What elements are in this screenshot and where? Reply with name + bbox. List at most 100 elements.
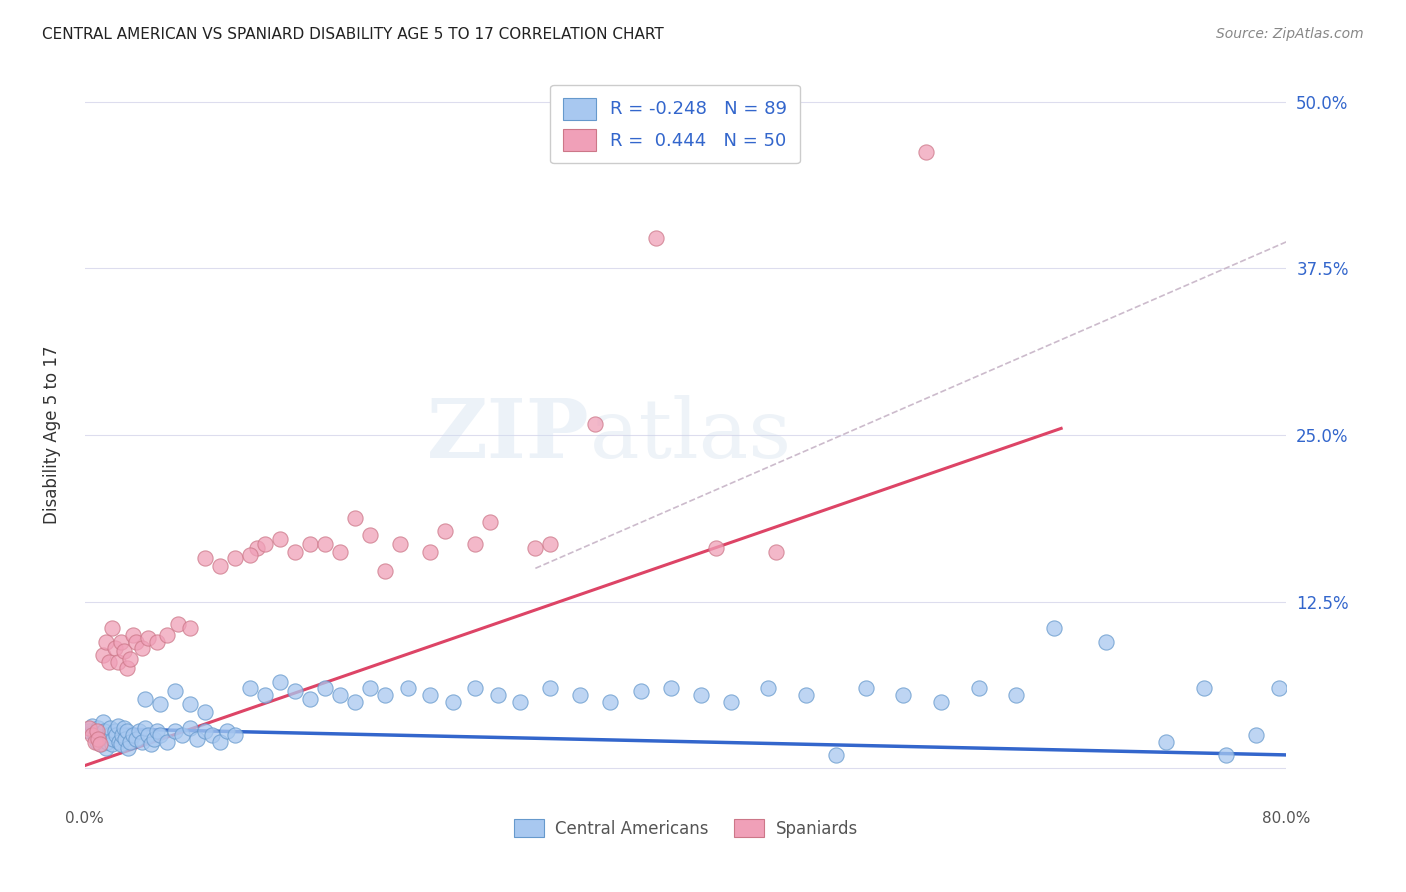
Point [374,564,396,578]
Point [538,681,561,696]
Point [794,688,817,702]
Point [82,718,104,732]
Point [156,628,179,642]
Point [419,688,441,702]
Point [121,728,143,742]
Point [344,695,367,709]
Point [110,634,132,648]
Point [299,692,322,706]
Point [314,537,336,551]
Point [100,737,122,751]
Y-axis label: Disability Age 5 to 17: Disability Age 5 to 17 [44,346,60,524]
Point [98,721,121,735]
Point [359,528,381,542]
Point [538,537,561,551]
Text: CENTRAL AMERICAN VS SPANIARD DISABILITY AGE 5 TO 17 CORRELATION CHART: CENTRAL AMERICAN VS SPANIARD DISABILITY … [42,27,664,42]
Point [115,723,138,738]
Point [94,634,117,648]
Point [118,734,141,748]
Point [194,550,217,565]
Point [107,655,129,669]
Point [217,723,239,738]
Point [167,617,190,632]
Point [441,695,464,709]
Point [524,541,547,556]
Point [299,537,322,551]
Point [486,688,509,702]
Point [569,688,592,702]
Point [136,728,159,742]
Point [284,684,307,698]
Point [118,652,141,666]
Point [156,734,179,748]
Point [659,681,682,696]
Point [1246,728,1268,742]
Point [208,558,231,573]
Point [239,548,262,562]
Point [112,721,135,735]
Point [89,731,111,746]
Point [77,721,100,735]
Point [121,628,143,642]
Point [464,681,486,696]
Point [87,731,110,746]
Point [599,695,621,709]
Point [110,737,132,751]
Point [134,721,156,735]
Point [179,721,201,735]
Point [1192,681,1215,696]
Point [86,734,108,748]
Point [86,723,108,738]
Point [269,674,291,689]
Point [172,728,194,742]
Point [96,734,118,748]
Point [117,741,139,756]
Point [344,510,367,524]
Point [103,731,125,746]
Point [194,706,217,720]
Point [224,550,246,565]
Point [149,698,172,712]
Point [163,723,186,738]
Point [396,681,419,696]
Point [644,231,666,245]
Point [893,688,915,702]
Point [105,728,128,742]
Point [967,681,990,696]
Point [104,641,127,656]
Point [208,734,231,748]
Point [194,723,217,738]
Point [720,695,742,709]
Point [84,728,107,742]
Point [359,681,381,696]
Point [111,728,134,742]
Point [146,723,169,738]
Point [131,641,153,656]
Point [434,524,457,538]
Point [915,145,938,160]
Text: Source: ZipAtlas.com: Source: ZipAtlas.com [1216,27,1364,41]
Point [765,545,787,559]
Point [179,698,201,712]
Point [108,734,131,748]
Point [929,695,952,709]
Point [824,747,846,762]
Point [163,684,186,698]
Point [125,731,148,746]
Point [112,644,135,658]
Point [89,737,111,751]
Point [855,681,877,696]
Point [704,541,727,556]
Point [1095,634,1118,648]
Point [284,545,307,559]
Point [1042,621,1064,635]
Point [149,728,172,742]
Point [1215,747,1237,762]
Point [253,688,276,702]
Point [224,728,246,742]
Point [94,741,117,756]
Point [239,681,262,696]
Point [91,714,114,729]
Point [142,731,165,746]
Point [90,737,112,751]
